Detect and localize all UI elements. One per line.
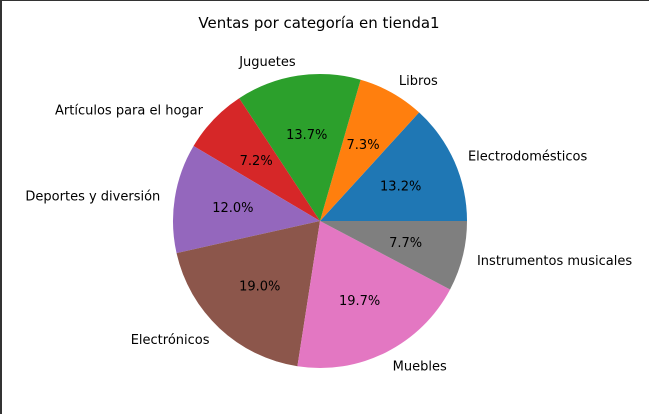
slice-label-instrumentos-musicales: Instrumentos musicales (477, 254, 632, 269)
pie-slice-electronicos (176, 221, 320, 367)
pct-label-electrodomesticos: 13.2% (380, 179, 421, 194)
pie-labels: 13.2% Electrodomésticos 7.3% Libros 13.7% Jug… (25, 55, 632, 374)
slice-label-libros: Libros (399, 74, 438, 89)
pie-slice-instrumentos-musicales (320, 221, 467, 290)
pie-slices (173, 74, 467, 369)
pie-slice-muebles (297, 221, 451, 369)
pie-slice-juguetes (239, 74, 361, 222)
chart-title: Ventas por categoría en tienda1 (198, 14, 439, 32)
slice-label-muebles: Muebles (393, 359, 447, 374)
pct-label-libros: 7.3% (347, 138, 380, 153)
pie-slice-libros (320, 79, 420, 221)
pie-slice-articulos-para-el-hogar (193, 98, 320, 221)
pct-label-deportes-y-diversion: 12.0% (212, 201, 253, 216)
slice-label-electrodomesticos: Electrodomésticos (468, 150, 588, 165)
pct-label-electronicos: 19.0% (239, 279, 280, 294)
pct-label-muebles: 19.7% (339, 294, 380, 309)
pct-label-instrumentos-musicales: 7.7% (389, 236, 422, 251)
pct-label-articulos-para-el-hogar: 7.2% (240, 154, 273, 169)
pie-slice-electrodomesticos (320, 112, 467, 221)
slice-label-deportes-y-diversion: Deportes y diversión (25, 190, 160, 205)
pie-slice-deportes-y-diversion (173, 146, 320, 254)
slice-label-articulos-para-el-hogar: Artículos para el hogar (55, 103, 204, 118)
slice-label-juguetes: Juguetes (238, 55, 296, 70)
pct-label-juguetes: 13.7% (286, 128, 327, 143)
slice-label-electronicos: Electrónicos (131, 333, 210, 348)
